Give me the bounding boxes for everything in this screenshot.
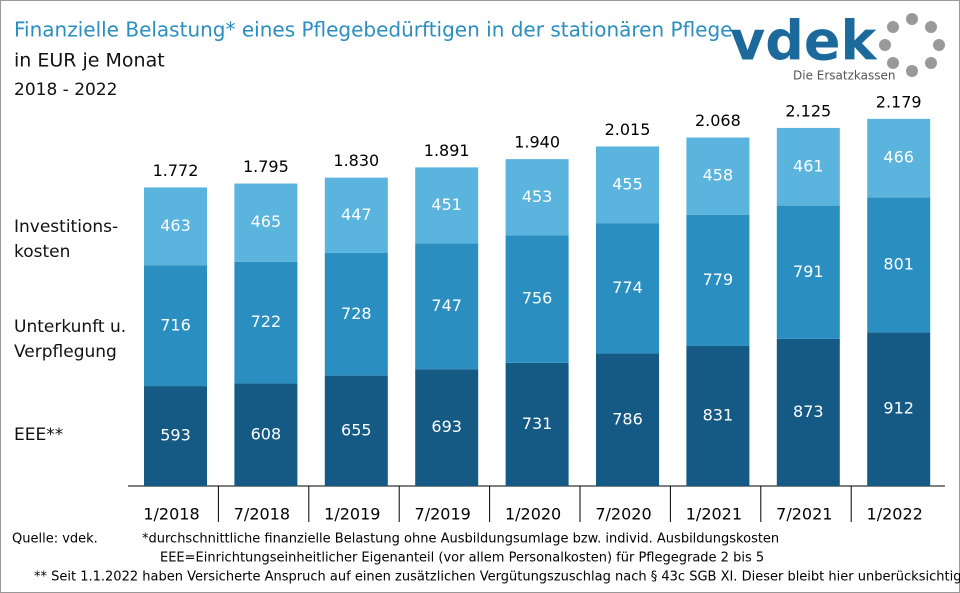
bar-segment (686, 214, 750, 346)
total-label: 1.795 (243, 157, 289, 176)
value-label: 912 (883, 399, 914, 418)
total-label: 2.068 (695, 111, 741, 130)
value-label: 747 (431, 296, 462, 315)
bar-segment (324, 252, 388, 376)
value-label: 461 (793, 156, 824, 175)
x-tick-label: 1/2018 (143, 505, 199, 524)
bar-segment (776, 205, 840, 339)
bar-segment (415, 369, 479, 486)
bar-segment (144, 187, 207, 266)
value-label: 463 (160, 216, 191, 235)
footnote: *durchschnittliche finanzielle Belastung… (142, 532, 779, 547)
title: Finanzielle Belastung* eines Pflegebedür… (14, 18, 733, 42)
value-label: 722 (251, 312, 282, 331)
bar-segment (505, 159, 569, 236)
value-label: 465 (251, 212, 282, 231)
bar-segment (596, 223, 659, 354)
logo: vdek (730, 10, 877, 73)
bar-segment (686, 345, 750, 486)
value-label: 716 (160, 315, 191, 334)
bar-segment (415, 167, 479, 244)
value-label: 756 (522, 289, 553, 308)
value-label: 786 (612, 409, 643, 428)
value-label: 801 (883, 254, 914, 273)
subtitle: in EUR je Monat (14, 50, 165, 72)
value-label: 831 (703, 405, 734, 424)
bar-segment (686, 137, 750, 215)
bar-segment (505, 235, 569, 363)
bar-segment (324, 177, 388, 253)
footnote: ** Seit 1.1.2022 haben Versicherte Anspr… (34, 570, 960, 585)
footnote: EEE=Einrichtungseinheitlicher Eigenantei… (160, 551, 764, 566)
value-label: 466 (883, 148, 914, 167)
x-tick-label: 1/2021 (686, 505, 742, 524)
value-label: 655 (341, 420, 372, 439)
x-tick-label: 7/2020 (595, 505, 651, 524)
logo-ring (879, 13, 945, 77)
x-tick-label: 1/2019 (324, 505, 380, 524)
total-label: 1.830 (333, 151, 379, 170)
legend-label: Unterkunft u. Verpflegung (14, 317, 127, 362)
value-label: 873 (793, 402, 824, 421)
legend-label: Investitions- kosten (14, 217, 119, 262)
bar-segment (144, 386, 207, 486)
source: Quelle: vdek. (12, 532, 98, 547)
total-label: 1.940 (514, 133, 560, 152)
legend-label: EEE** (14, 424, 64, 445)
value-label: 455 (612, 174, 643, 193)
value-label: 458 (703, 166, 734, 185)
bar-segment (234, 261, 298, 384)
bar-segment (867, 332, 931, 486)
bar-segment (596, 353, 659, 486)
value-label: 774 (612, 278, 643, 297)
value-label: 447 (341, 205, 372, 224)
bar-segment (415, 243, 479, 370)
x-tick-label: 7/2021 (776, 505, 832, 524)
value-label: 728 (341, 304, 372, 323)
total-label: 1.891 (424, 141, 470, 160)
value-label: 451 (431, 195, 462, 214)
total-label: 2.125 (785, 101, 831, 120)
x-tick-label: 7/2018 (234, 505, 290, 524)
x-tick-label: 7/2019 (415, 505, 471, 524)
x-tick-label: 1/2020 (505, 505, 561, 524)
logo-tagline: Die Ersatzkassen (793, 69, 895, 83)
value-label: 608 (251, 424, 282, 443)
bar-segment (234, 383, 298, 486)
period: 2018 - 2022 (14, 80, 117, 100)
bar-segment (234, 183, 298, 262)
bar-segment (867, 197, 931, 333)
total-label: 2.015 (605, 120, 651, 139)
total-label: 1.772 (153, 161, 199, 180)
value-label: 779 (703, 270, 734, 289)
bar-segment (776, 338, 840, 486)
value-label: 791 (793, 262, 824, 281)
bar-segment (867, 118, 931, 198)
value-label: 731 (522, 414, 553, 433)
bar-segment (596, 146, 659, 224)
value-label: 593 (160, 426, 191, 445)
bar-segment (144, 265, 207, 387)
value-label: 693 (431, 417, 462, 436)
bar-segment (324, 375, 388, 486)
bar-segment (776, 127, 840, 206)
x-tick-label: 1/2022 (867, 505, 923, 524)
value-label: 453 (522, 187, 553, 206)
bar-segment (505, 362, 569, 486)
total-label: 2.179 (876, 92, 922, 111)
